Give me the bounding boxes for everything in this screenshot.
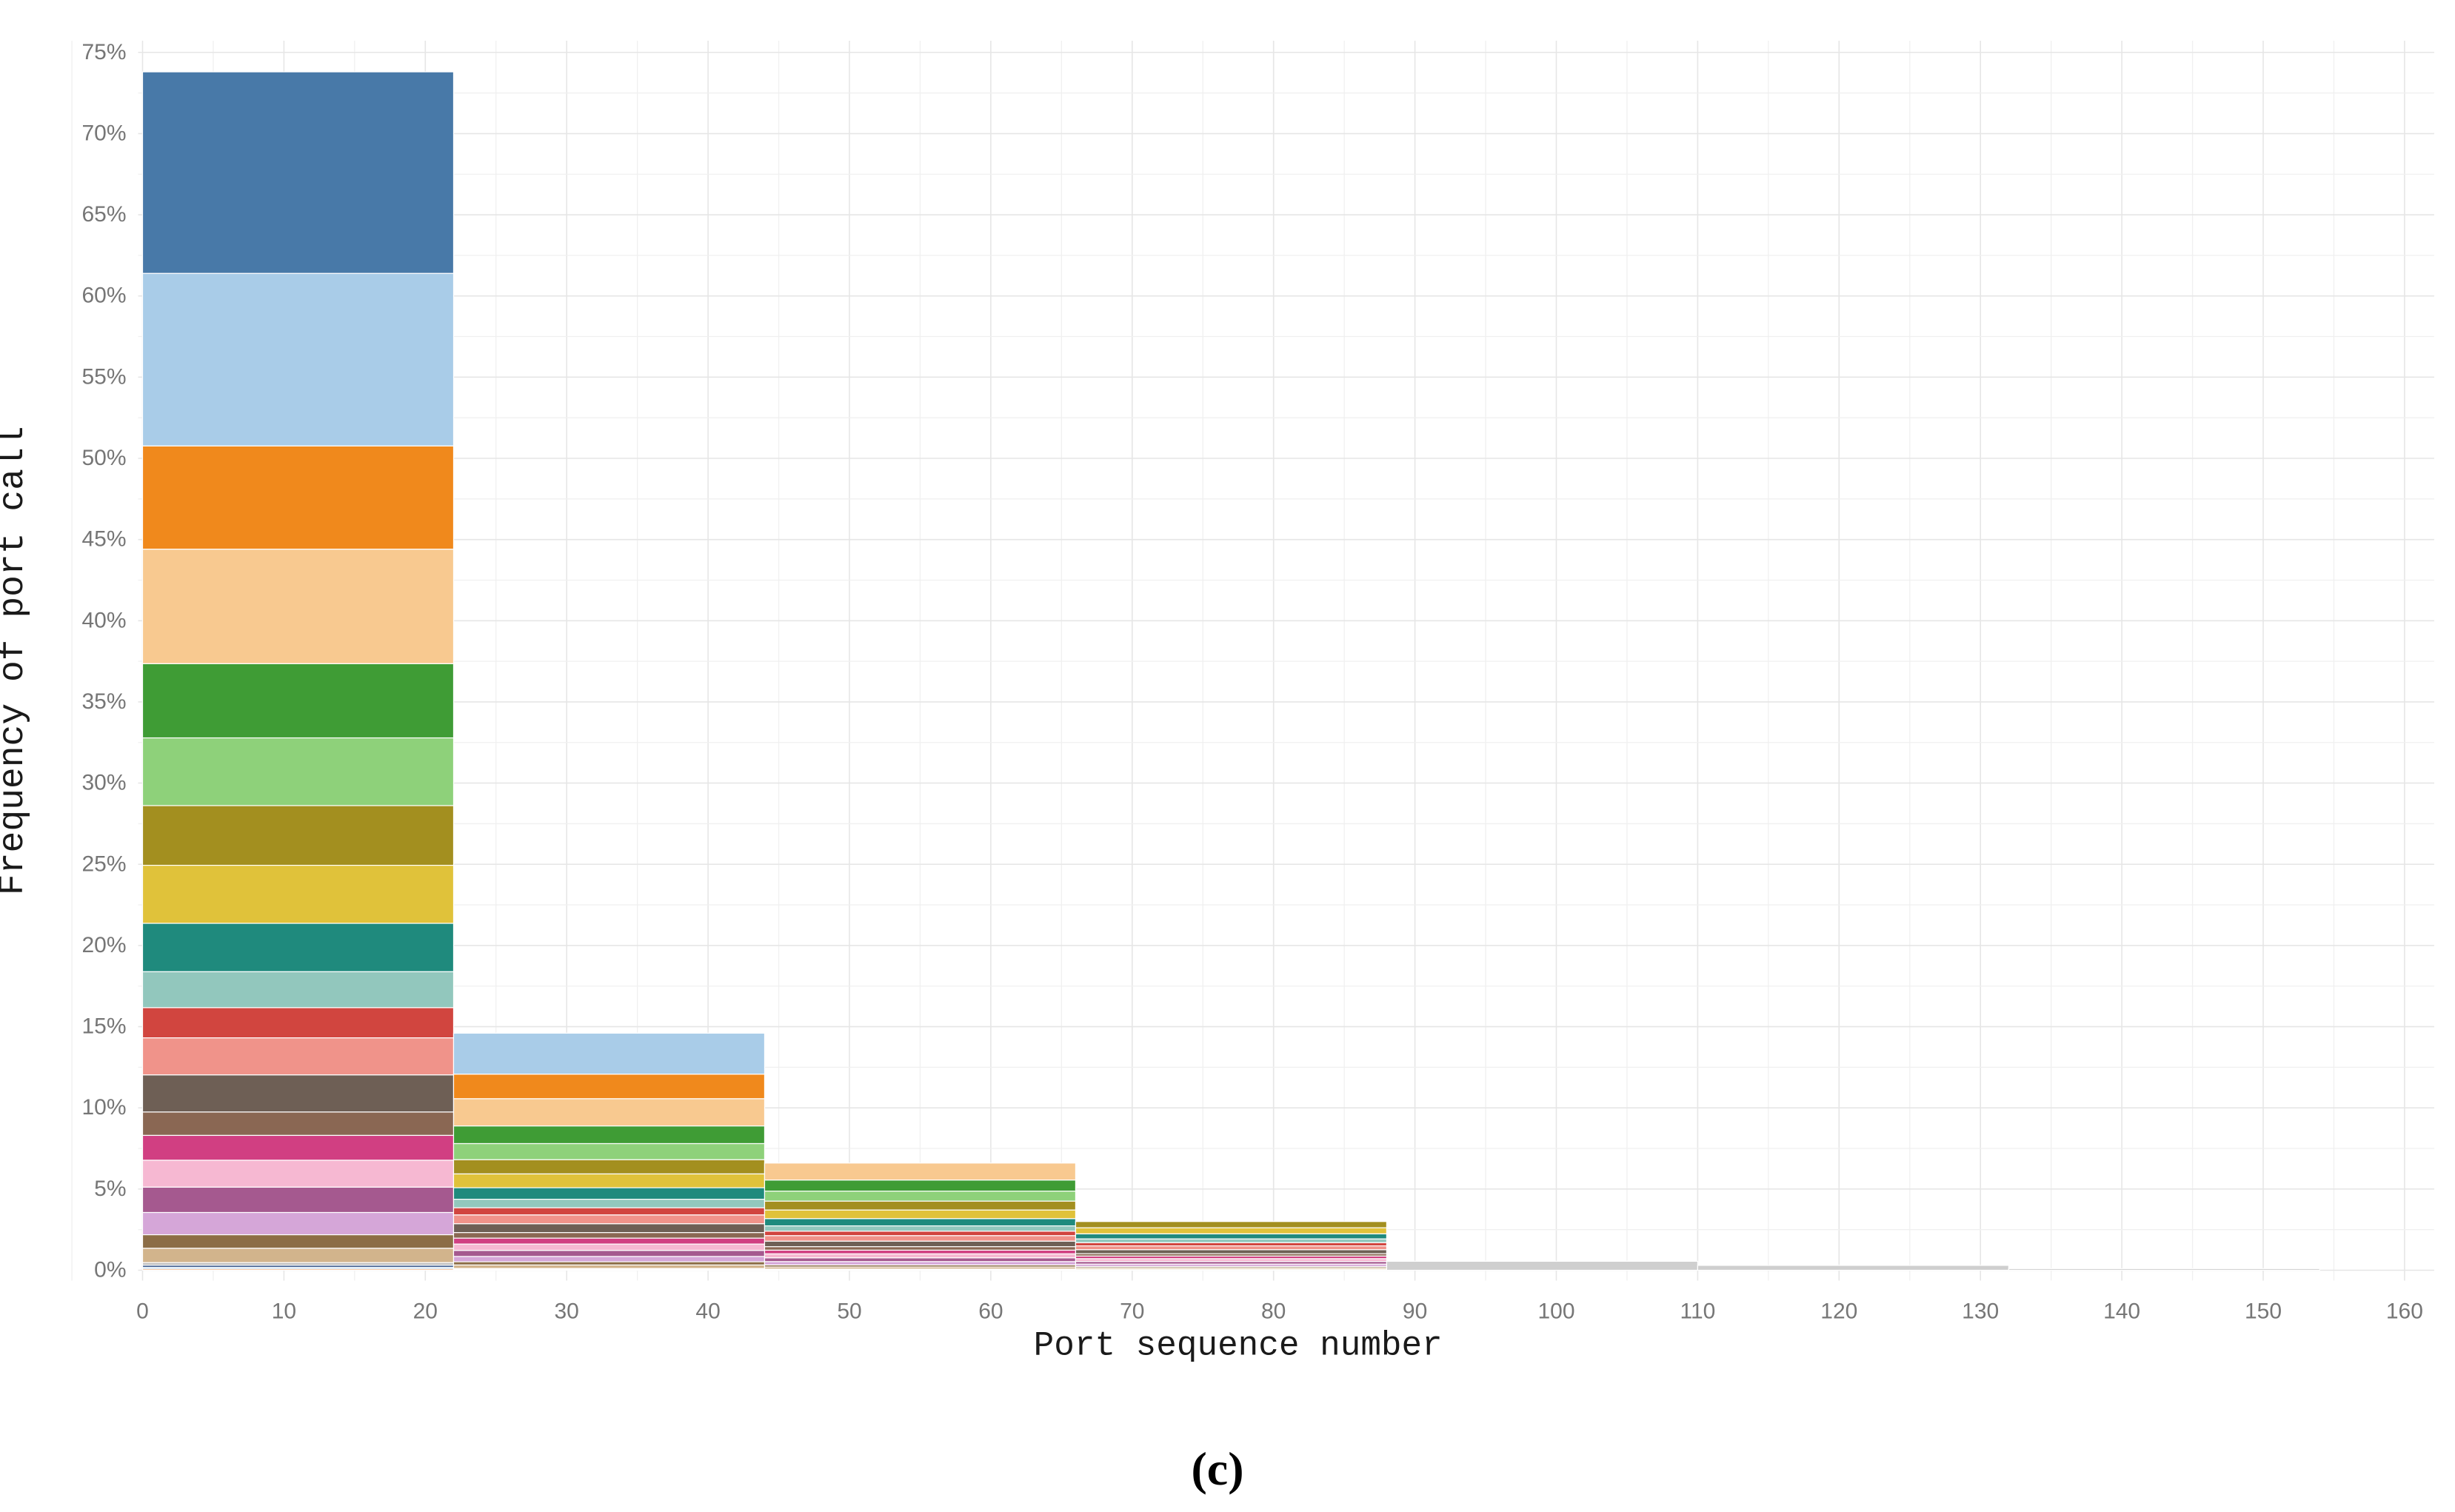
svg-text:50: 50 bbox=[837, 1299, 861, 1324]
svg-text:0: 0 bbox=[136, 1299, 149, 1324]
svg-text:50%: 50% bbox=[81, 446, 126, 470]
svg-text:120: 120 bbox=[1820, 1299, 1857, 1324]
svg-text:20%: 20% bbox=[81, 933, 126, 957]
svg-text:75%: 75% bbox=[81, 40, 126, 64]
svg-text:30: 30 bbox=[555, 1299, 579, 1324]
svg-text:80: 80 bbox=[1261, 1299, 1286, 1324]
svg-text:150: 150 bbox=[2245, 1299, 2282, 1324]
svg-text:130: 130 bbox=[1962, 1299, 1999, 1324]
svg-text:60: 60 bbox=[978, 1299, 1003, 1324]
svg-text:10%: 10% bbox=[81, 1095, 126, 1120]
svg-text:35%: 35% bbox=[81, 689, 126, 714]
svg-text:15%: 15% bbox=[81, 1014, 126, 1039]
svg-text:65%: 65% bbox=[81, 202, 126, 227]
svg-text:40%: 40% bbox=[81, 608, 126, 632]
svg-text:90: 90 bbox=[1403, 1299, 1427, 1324]
svg-text:160: 160 bbox=[2386, 1299, 2423, 1324]
svg-text:60%: 60% bbox=[81, 284, 126, 308]
svg-text:70%: 70% bbox=[81, 121, 126, 145]
svg-text:5%: 5% bbox=[94, 1177, 126, 1201]
svg-text:(c): (c) bbox=[1191, 1442, 1243, 1495]
svg-text:25%: 25% bbox=[81, 852, 126, 876]
svg-text:110: 110 bbox=[1680, 1299, 1715, 1324]
svg-text:70: 70 bbox=[1120, 1299, 1144, 1324]
svg-text:Port sequence number: Port sequence number bbox=[1034, 1327, 1443, 1365]
svg-text:10: 10 bbox=[272, 1299, 296, 1324]
svg-text:30%: 30% bbox=[81, 771, 126, 795]
svg-text:Frequency of port call: Frequency of port call bbox=[0, 426, 33, 895]
svg-text:55%: 55% bbox=[81, 364, 126, 389]
svg-text:100: 100 bbox=[1537, 1299, 1574, 1324]
svg-text:20: 20 bbox=[413, 1299, 438, 1324]
svg-text:0%: 0% bbox=[94, 1258, 126, 1282]
svg-text:45%: 45% bbox=[81, 527, 126, 552]
svg-text:140: 140 bbox=[2103, 1299, 2140, 1324]
svg-text:40: 40 bbox=[695, 1299, 720, 1324]
